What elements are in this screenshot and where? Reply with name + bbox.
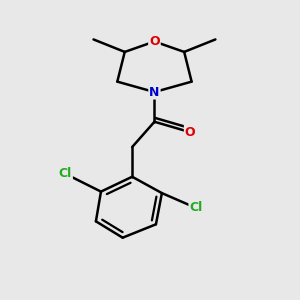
- Text: O: O: [185, 126, 195, 139]
- Text: Cl: Cl: [59, 167, 72, 180]
- Text: N: N: [149, 85, 160, 98]
- Text: O: O: [149, 35, 160, 48]
- Text: Cl: Cl: [189, 202, 203, 214]
